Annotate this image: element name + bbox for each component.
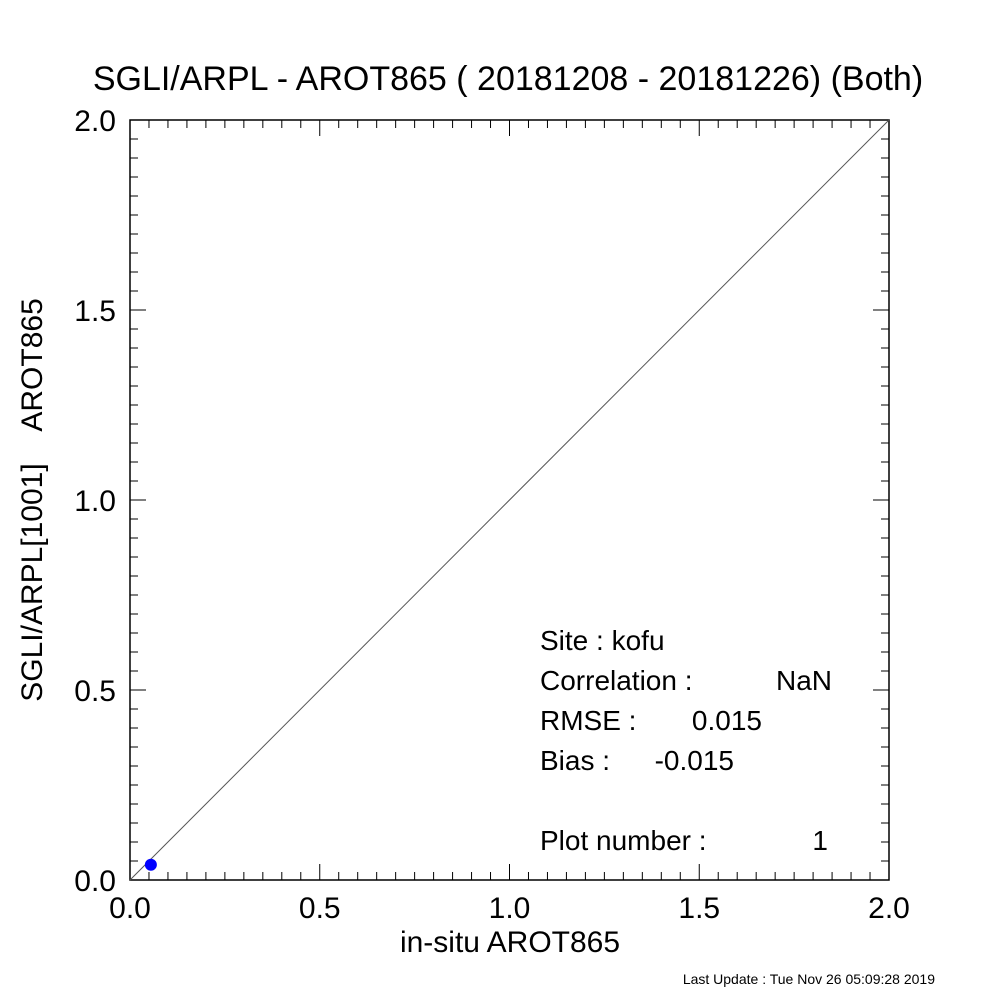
y-tick-label: 2.0 — [74, 105, 116, 138]
last-update-footer: Last Update : Tue Nov 26 05:09:28 2019 — [683, 971, 935, 987]
y-tick-labels: 0.0 0.5 1.0 1.5 2.0 — [74, 105, 116, 898]
x-tick-label: 0.0 — [109, 892, 151, 925]
y-tick-label: 0.5 — [74, 675, 116, 708]
x-tick-label: 2.0 — [868, 892, 910, 925]
major-ticks — [129, 119, 890, 881]
y-tick-label: 1.0 — [74, 485, 116, 518]
x-axis-label: in-situ AROT865 — [400, 926, 620, 959]
y-tick-label: 1.5 — [74, 295, 116, 328]
y-axis-label: SGLI/ARPL[1001] AROT865 — [16, 298, 49, 702]
chart-title: SGLI/ARPL - AROT865 ( 20181208 - 2018122… — [93, 60, 923, 98]
stat-site: Site : kofu — [540, 625, 665, 656]
y-tick-label: 0.0 — [74, 865, 116, 898]
stat-plot-number-value: 1 — [812, 825, 828, 856]
data-point — [144, 858, 157, 871]
data-points — [144, 858, 157, 871]
x-tick-label: 0.5 — [299, 892, 341, 925]
stats-box: Site : kofu Correlation : NaN RMSE : 0.0… — [540, 625, 832, 856]
stat-correlation-label: Correlation : — [540, 665, 693, 696]
minor-ticks — [130, 120, 889, 880]
stat-rmse-value: 0.015 — [692, 705, 762, 736]
stat-correlation-value: NaN — [776, 665, 832, 696]
x-tick-label: 1.5 — [678, 892, 720, 925]
x-tick-labels: 0.0 0.5 1.0 1.5 2.0 — [109, 892, 910, 925]
x-tick-label: 1.0 — [489, 892, 531, 925]
stat-plot-number-label: Plot number : — [540, 825, 707, 856]
stat-rmse-label: RMSE : — [540, 705, 636, 736]
one-to-one-line — [129, 119, 890, 881]
stat-bias-label: Bias : — [540, 745, 610, 776]
stat-bias-value: -0.015 — [655, 745, 734, 776]
